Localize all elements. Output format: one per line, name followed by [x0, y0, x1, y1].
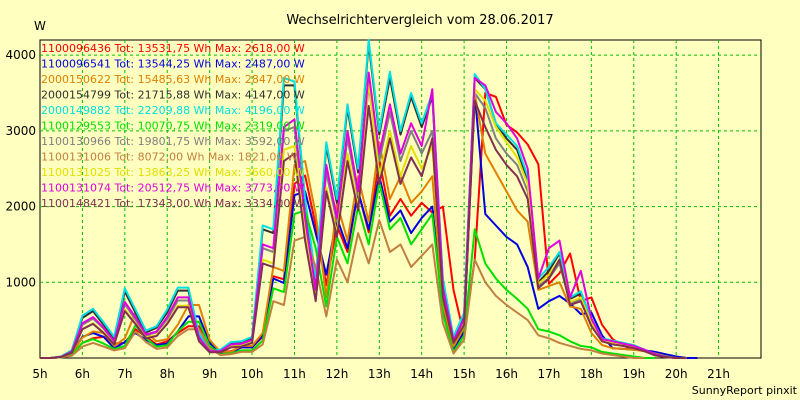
legend-entry: 1100131006 Tot: 8072,00 Wh Max: 1821,00 …: [41, 151, 298, 164]
x-tick-label: 14h: [410, 367, 433, 381]
x-tick-label: 21h: [707, 367, 730, 381]
y-tick-label: 3000: [5, 124, 36, 138]
legend-entry: 1100131025 Tot: 13863,25 Wh Max: 3660,00…: [41, 166, 305, 179]
series-line-2000149882: [40, 39, 687, 359]
legend-entry: 1100096436 Tot: 13531,75 Wh Max: 2618,00…: [41, 42, 305, 55]
y-axis-ticks: 1000 2000 3000 4000: [5, 48, 36, 289]
legend-entry: 2000154799 Tot: 21715,88 Wh Max: 4147,00…: [41, 89, 305, 102]
x-tick-label: 13h: [368, 367, 391, 381]
legend-entry: 1100131074 Tot: 20512,75 Wh Max: 3773,00…: [41, 182, 305, 195]
x-tick-label: 15h: [453, 367, 476, 381]
footer-credit: SunnyReport pinxit: [692, 384, 798, 397]
series-layer: [40, 39, 698, 359]
y-axis-unit-label: W: [34, 19, 46, 33]
x-axis-ticks: 5h 6h 7h 8h 9h 10h 11h 12h 13h 14h 15h 16h 17h 18h 19h…: [32, 367, 730, 381]
x-tick-label: 20h: [665, 367, 688, 381]
chart-title: Wechselrichtervergleich vom 28.06.2017: [286, 13, 553, 28]
y-tick-label: 4000: [5, 48, 36, 62]
x-tick-label: 8h: [160, 367, 175, 381]
grid-lines: [40, 40, 761, 358]
legend-entry: 2000150622 Tot: 15485,63 Wh Max: 2847,00…: [41, 73, 305, 86]
legend-entry: 1100130966 Tot: 19801,75 Wh Max: 3592,00…: [41, 135, 305, 148]
x-tick-label: 10h: [241, 367, 264, 381]
x-tick-label: 7h: [117, 367, 132, 381]
y-tick-label: 2000: [5, 200, 36, 214]
x-tick-label: 6h: [75, 367, 90, 381]
legend-entry: 1100096541 Tot: 13544,25 Wh Max: 2487,00…: [41, 58, 305, 71]
x-tick-label: 9h: [202, 367, 217, 381]
series-line-1100148421: [40, 99, 687, 359]
x-tick-label: 5h: [32, 367, 47, 381]
legend: 1100096436 Tot: 13531,75 Wh Max: 2618,00…: [41, 42, 305, 210]
legend-entry: 2000149882 Tot: 22209,88 Wh Max: 4196,00…: [41, 104, 305, 117]
x-tick-label: 18h: [580, 367, 603, 381]
y-tick-label: 1000: [5, 275, 36, 289]
x-tick-label: 17h: [538, 367, 561, 381]
x-tick-label: 19h: [622, 367, 645, 381]
x-tick-label: 16h: [495, 367, 518, 381]
x-tick-label: 12h: [325, 367, 348, 381]
legend-entry: 1100148421 Tot: 17343,00 Wh Max: 3334,00…: [41, 197, 305, 210]
x-tick-label: 11h: [283, 367, 306, 381]
legend-entry: 1100129553 Tot: 10070,75 Wh Max: 2319,00…: [41, 120, 305, 133]
series-line-1100131074: [40, 71, 687, 359]
series-line-1100131006: [40, 219, 645, 359]
